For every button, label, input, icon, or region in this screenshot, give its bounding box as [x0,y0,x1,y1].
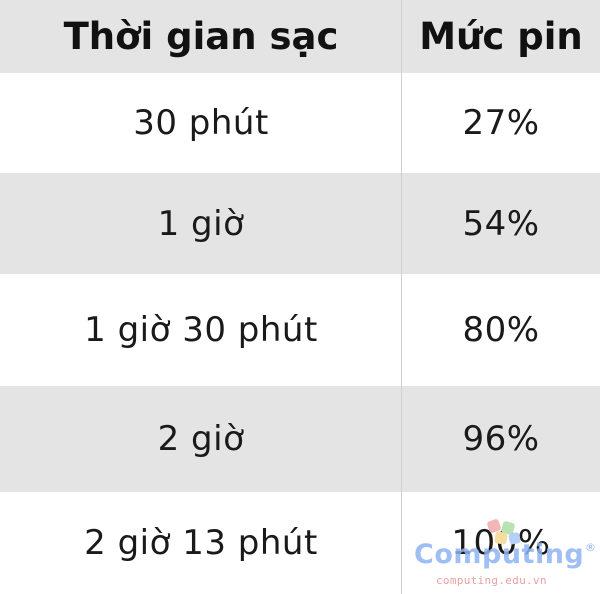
table-header-row: Thời gian sạc Mức pin [0,0,600,73]
battery-level-cell: 96% [462,419,540,459]
table-row: 1 giờ 54% [0,173,600,274]
header-battery-level: Mức pin [419,15,583,58]
charge-time-cell: 1 giờ [157,203,245,244]
battery-level-cell: 100% [451,523,551,563]
charge-time-cell: 2 giờ 13 phút [84,523,318,563]
battery-level-cell: 27% [462,103,540,143]
table-row: 2 giờ 96% [0,386,600,492]
charge-time-cell: 2 giờ [157,419,245,459]
charge-time-cell: 30 phút [133,103,269,143]
battery-level-cell: 54% [462,203,540,244]
table-row: 30 phút 27% [0,73,600,173]
table-row: 2 giờ 13 phút 100% [0,492,600,594]
table-row: 1 giờ 30 phút 80% [0,274,600,386]
column-divider [401,0,402,594]
charge-time-cell: 1 giờ 30 phút [84,310,318,350]
battery-level-cell: 80% [462,310,540,350]
header-charge-time: Thời gian sạc [63,15,339,58]
